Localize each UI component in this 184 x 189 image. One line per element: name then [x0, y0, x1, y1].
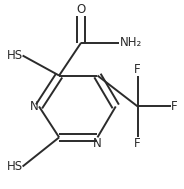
- Text: F: F: [171, 100, 177, 113]
- Text: F: F: [134, 137, 141, 150]
- Text: HS: HS: [6, 49, 23, 62]
- Text: NH₂: NH₂: [119, 36, 142, 49]
- Text: N: N: [30, 100, 39, 113]
- Text: O: O: [76, 2, 86, 15]
- Text: F: F: [134, 63, 141, 76]
- Text: N: N: [93, 137, 102, 150]
- Text: HS: HS: [6, 160, 23, 173]
